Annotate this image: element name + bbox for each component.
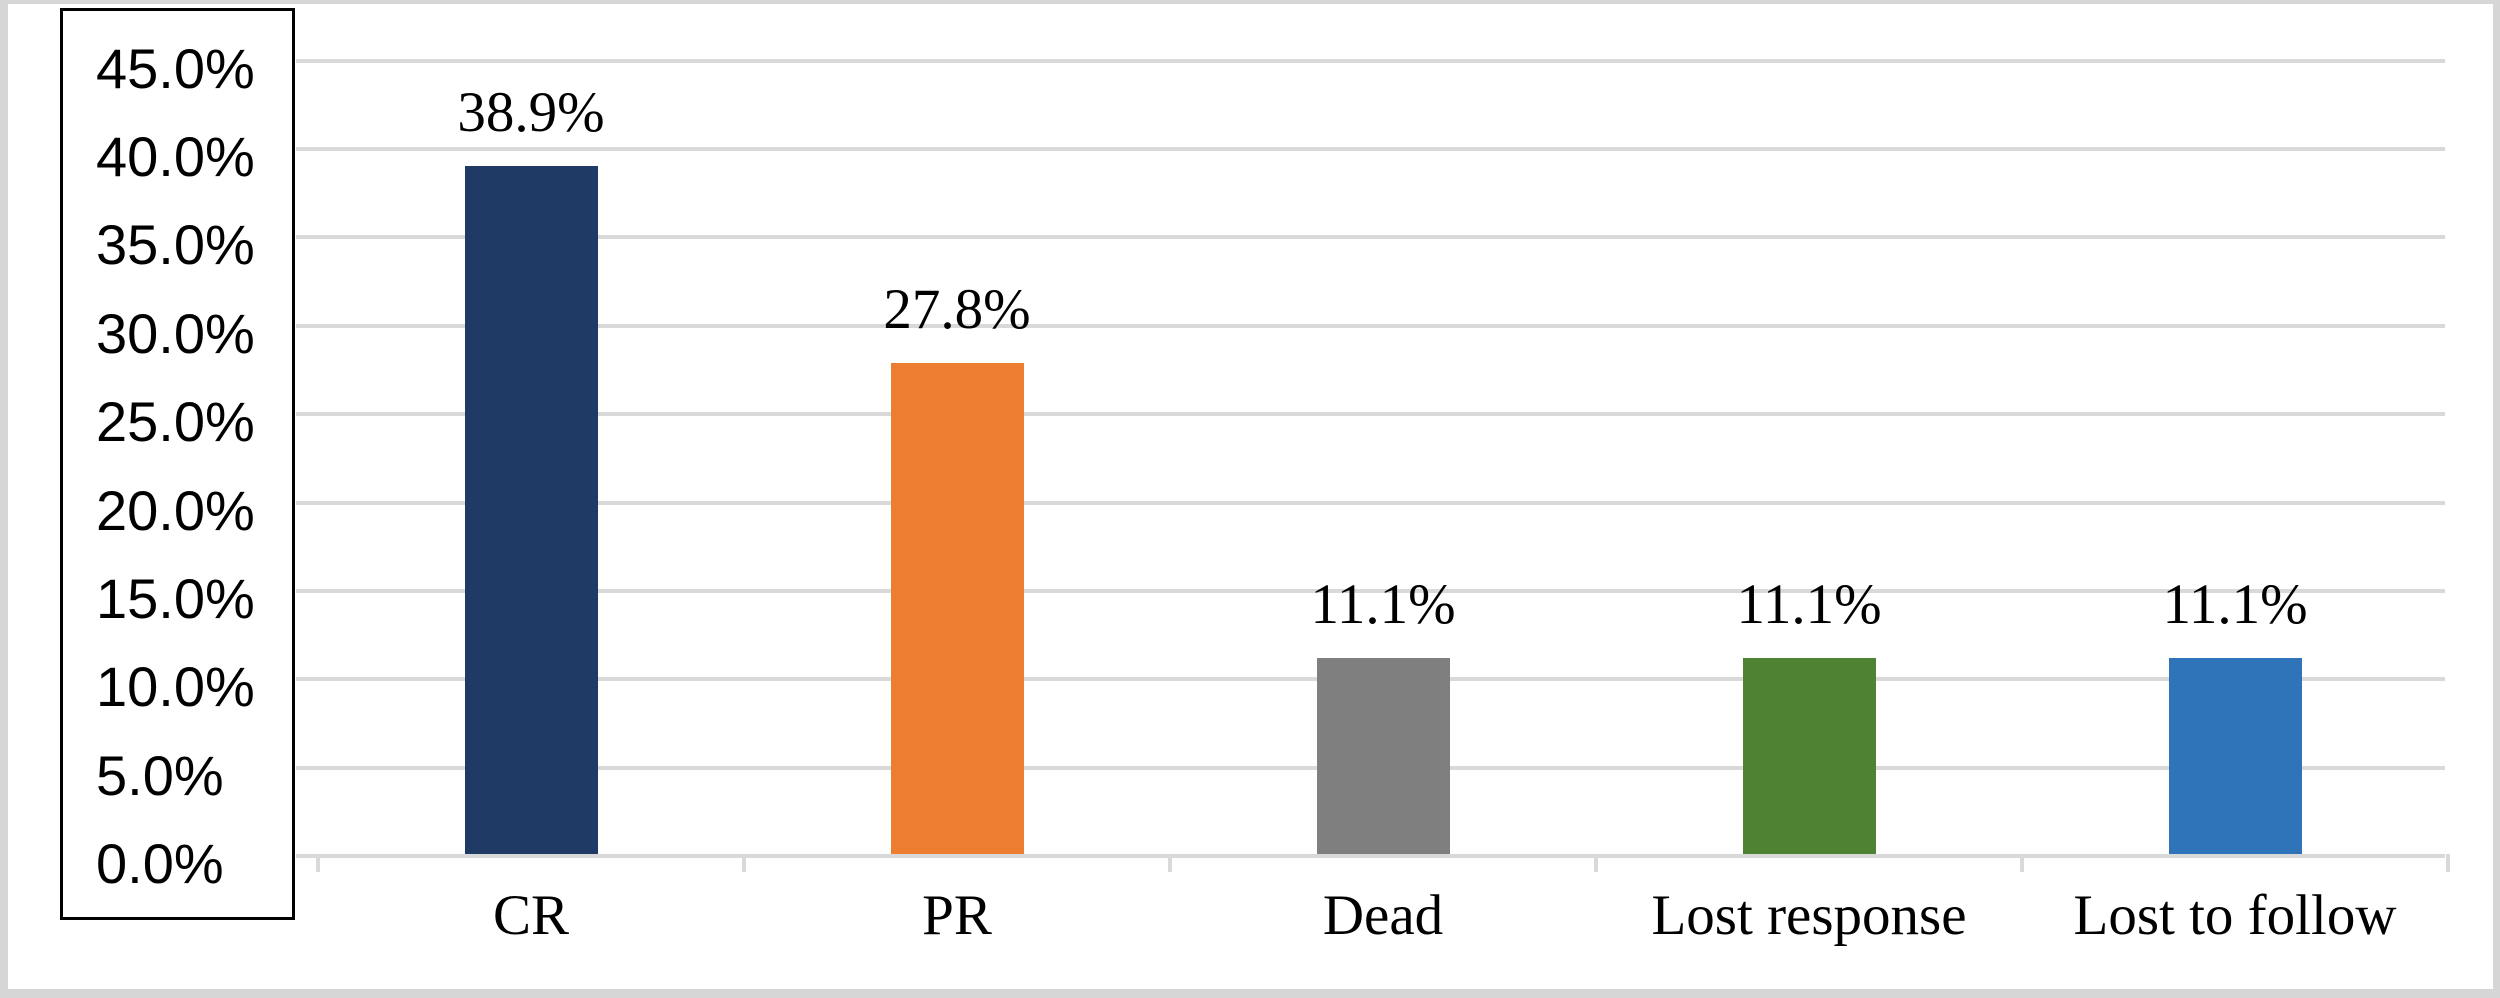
- x-axis-tick: [2020, 854, 2024, 872]
- bar-value-label-pr: 27.8%: [883, 277, 1031, 341]
- y-axis-tick-label-45: 45.0%: [96, 36, 255, 100]
- x-axis-category-label-lost-to-follow: Lost to follow: [2073, 884, 2397, 947]
- y-axis-tick-label-40: 40.0%: [96, 125, 255, 188]
- category-labels-layer: CR PR Dead Lost response Lost to follow: [8, 4, 2493, 989]
- x-axis-category-label-dead: Dead: [1322, 884, 1444, 947]
- y-axis-tick-label-20: 20.0%: [96, 478, 255, 542]
- gridline-30: [296, 323, 2445, 328]
- x-axis-category-label-lost-response: Lost response: [1651, 884, 1967, 947]
- x-axis-tick: [1594, 854, 1598, 872]
- y-axis-tick-label-30: 30.0%: [96, 301, 255, 365]
- y-axis-tick-label-0: 0.0%: [96, 832, 224, 895]
- bar-lost-to-follow: [2168, 657, 2302, 854]
- gridline-35: [296, 235, 2445, 240]
- x-axis-tick: [1168, 854, 1172, 872]
- x-axis-tick: [2446, 854, 2450, 872]
- gridline-40: [296, 147, 2445, 151]
- x-axis-category-label-cr: CR: [492, 884, 570, 947]
- bar-value-label-lost-to-follow: 11.1%: [2162, 572, 2308, 636]
- gridline-20: [296, 500, 2445, 505]
- bar-lost-response: [1742, 657, 1876, 854]
- x-axis-ticks-layer: [8, 4, 2493, 989]
- gridline-45: [296, 58, 2445, 63]
- gridline-25: [296, 412, 2445, 417]
- y-axis-tick-label-10: 10.0%: [96, 655, 255, 719]
- y-axis-tick-label-25: 25.0%: [96, 390, 255, 454]
- x-axis-tick: [316, 854, 320, 872]
- y-axis-tick-label-5: 5.0%: [96, 743, 224, 807]
- gridline-15: [296, 588, 2445, 593]
- x-axis-tick: [742, 854, 746, 872]
- y-axis-tick-label-35: 35.0%: [96, 213, 255, 277]
- bars-layer: [8, 4, 2493, 989]
- value-labels-layer: 38.9% 27.8% 11.1% 11.1% 11.1%: [8, 4, 2493, 989]
- gridline-0: [296, 854, 2445, 858]
- bar-dead: [1316, 657, 1450, 854]
- bar-value-label-lost-response: 11.1%: [1736, 572, 1882, 636]
- y-axis-label-box: 45.0% 40.0% 35.0% 30.0% 25.0% 20.0% 15.0% 10.0%…: [60, 8, 295, 920]
- bar-value-label-cr: 38.9%: [457, 81, 605, 145]
- bar-cr: [464, 166, 598, 854]
- x-axis-category-label-pr: PR: [922, 884, 992, 947]
- bar-value-label-dead: 11.1%: [1310, 572, 1456, 636]
- bar-pr: [890, 362, 1024, 854]
- y-axis-tick-label-15: 15.0%: [96, 566, 255, 630]
